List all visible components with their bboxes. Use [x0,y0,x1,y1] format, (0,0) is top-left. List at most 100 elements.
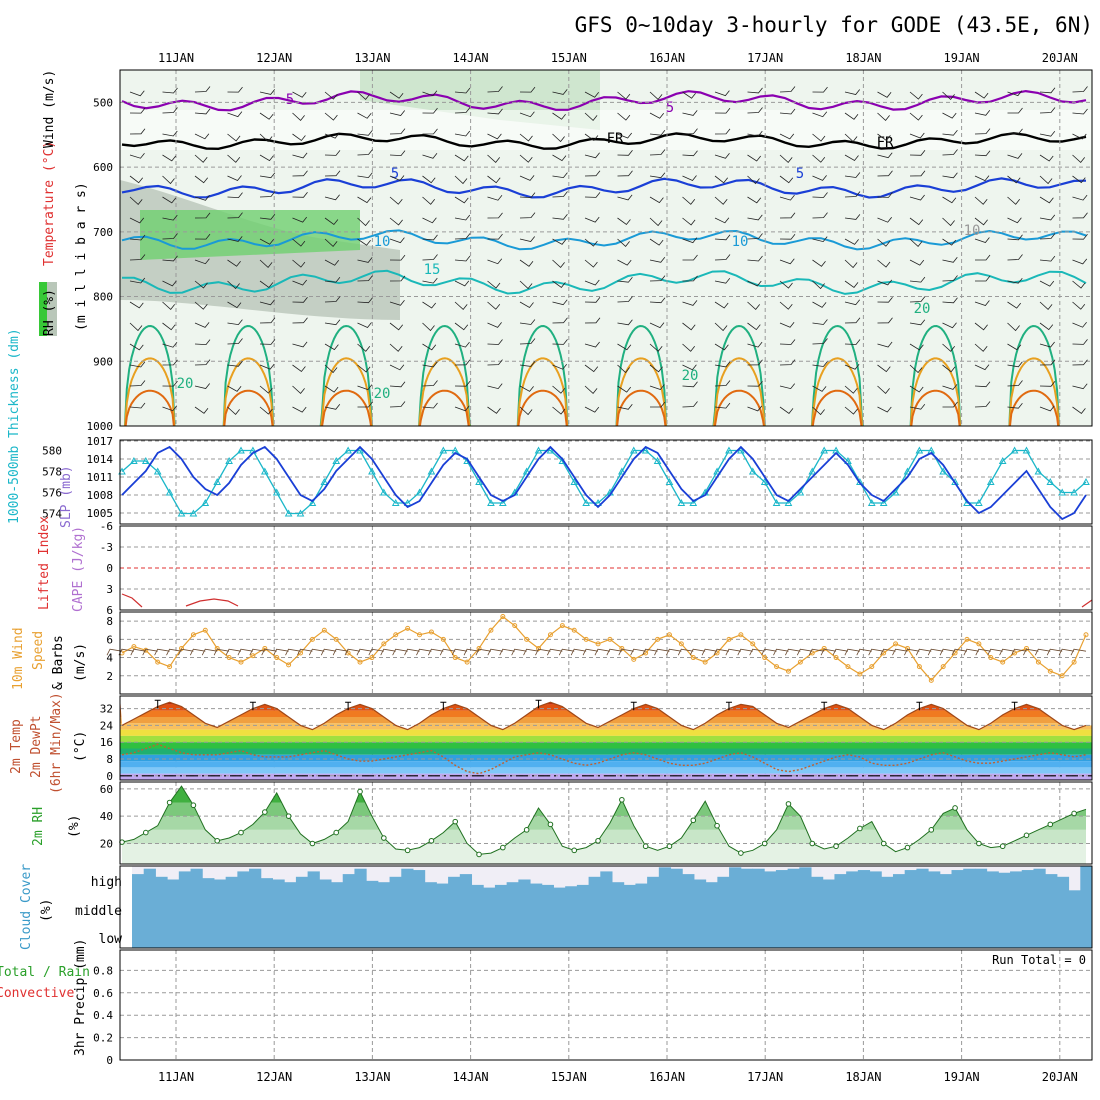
wind-barb [389,150,406,157]
thickness-marker [998,456,1007,464]
wind-barb [227,319,243,326]
wind-barb [617,385,632,393]
cloud-high-bar [412,870,426,893]
wind-barb [357,343,371,352]
wind-barb [877,238,891,247]
wind-barb [227,406,240,415]
wind-barb [519,406,533,416]
wind-barb [162,405,178,412]
wind-barb [877,317,893,324]
wind-barb [129,217,145,224]
wind-barb-10m [1058,648,1075,656]
wind10m-label-a: 10m Wind [11,627,26,690]
wind-barb [552,154,567,162]
wind-barb-10m [1011,648,1027,656]
wind-barb [194,339,211,346]
wind-barb [454,341,470,348]
wind-barb [324,385,339,393]
wind-barb [259,238,275,245]
slp-tick-label: 1008 [87,489,114,502]
wind-speed-marker [833,655,839,661]
wind-speed-marker [976,641,982,647]
slp-tick-label: 1017 [87,435,114,448]
wind-barb-10m [463,648,480,656]
wind-speed-marker [893,641,899,647]
wind-speed-marker [1047,668,1053,674]
cloud-frame [119,865,1093,949]
wind-barb [584,192,601,198]
wind-barb [292,364,306,373]
wind-barb [1072,154,1086,163]
wind-barb [1007,234,1023,241]
slp-line [121,445,1087,521]
cloud-label: Cloud Cover [19,864,34,950]
rh-marker [285,813,292,819]
thickness-marker [296,509,305,517]
wind-barb [747,322,761,331]
wind-barb [812,259,826,267]
rh-marker [476,851,482,858]
wind-barb [422,322,435,332]
wind-barb [617,343,632,351]
wind-barb-10m [868,648,884,656]
wind-speed-marker [774,664,780,670]
temp-max-bar [725,701,732,711]
cloud-high-bar [237,871,250,893]
thickness-marker [546,446,555,454]
wind-barb [584,406,600,413]
wind-barb [682,401,698,408]
wind-barb [227,86,243,93]
rh-tick-label: 40 [100,810,113,823]
thickness-marker [665,477,674,485]
cloud-high-bar [249,868,262,893]
wind-barb-10m [963,648,979,656]
wind-speed-marker [964,636,970,642]
wind-barb [1039,87,1056,94]
wind-barb [714,107,731,114]
thickness-marker [439,446,448,454]
date-label-bottom: 20JAN [1042,1070,1078,1084]
wind-barb [487,154,501,163]
wind-barb [877,406,892,413]
wind-barb [292,317,308,324]
cloud-high-bar [1021,870,1034,893]
wind-barb [909,112,923,121]
wind-barb [747,301,761,310]
wind-barb [454,107,471,114]
thickness-marker [1010,446,1019,454]
rh-marker [928,827,935,833]
wind-barb [682,254,698,261]
wind-barb-10m [785,648,801,656]
thickness-marker [475,477,483,485]
wind-barb-10m [546,648,563,656]
date-label-top: 11JAN [158,51,194,65]
cloud-high-bar [576,884,590,893]
wind-barb-10m [297,648,313,656]
date-label-bottom: 17JAN [747,1070,783,1084]
wind-barb [227,192,243,199]
wind-barb-10m [642,648,658,656]
wind-barb [812,280,825,290]
precip-tick-label: 0 [106,1054,113,1067]
wind-barb [1039,322,1054,331]
wind-barb-10m [808,648,825,656]
wind-barb [552,363,568,370]
thickness-marker [487,498,495,506]
wind-barb [974,401,991,408]
wind-barb [324,259,340,266]
wind-speed-marker [750,641,756,647]
wind-speed-marker [309,636,315,642]
wind-barb [812,175,827,181]
pressure-tick-label: 800 [93,291,113,304]
rh-marker [738,850,744,856]
wind-barb [194,258,210,265]
wind-barb-10m [475,648,492,656]
wind-barb [714,128,731,135]
rh-marker [857,825,863,832]
wind-speed-marker [143,647,149,653]
rh-line [121,785,1087,855]
wind-barb-10m [225,648,242,656]
date-label-bottom: 15JAN [551,1070,587,1084]
wind-barb [649,297,666,304]
wind-barb [1007,361,1023,368]
